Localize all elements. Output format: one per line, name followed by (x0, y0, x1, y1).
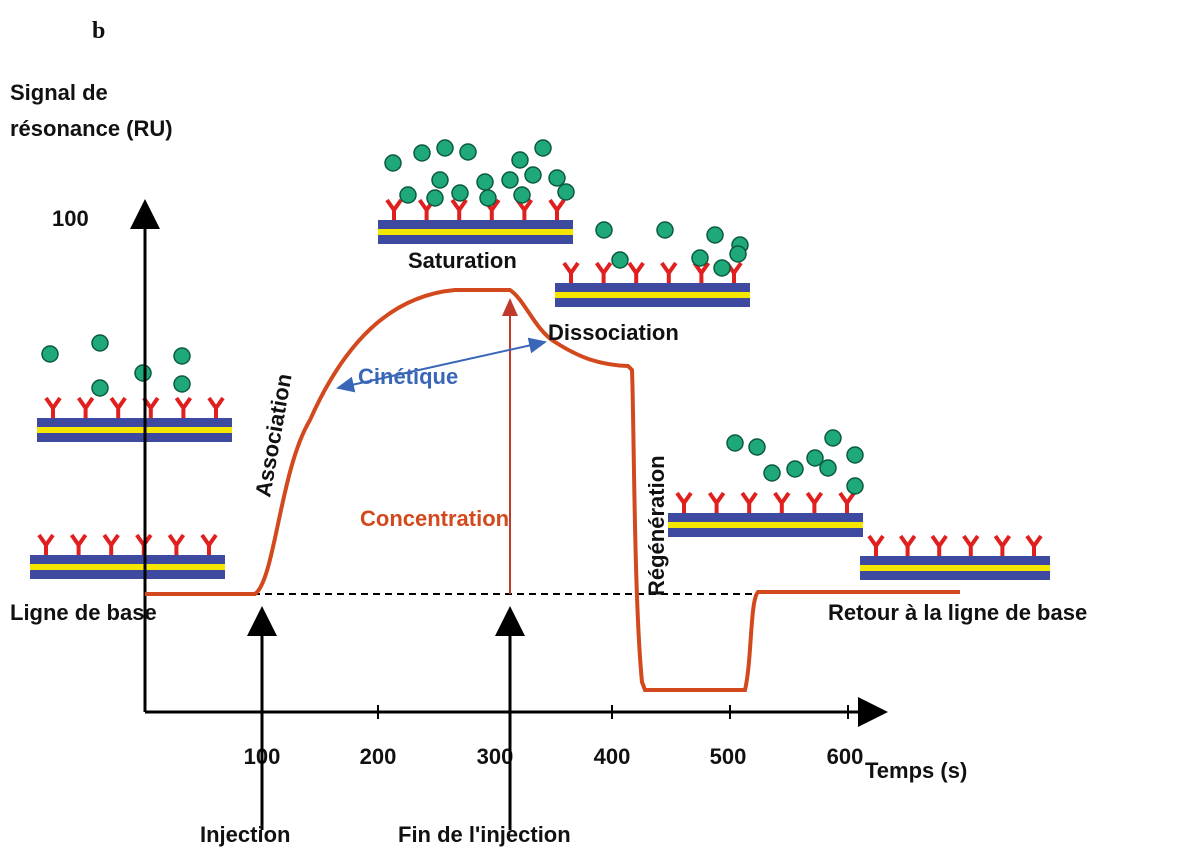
antibody (740, 491, 758, 513)
y-tick-label: 100 (52, 206, 89, 231)
y-axis-title: résonance (RU) (10, 116, 173, 141)
analyte (91, 379, 109, 397)
analyte (806, 449, 824, 467)
saturation-label: Saturation (408, 248, 517, 273)
antibody (37, 533, 55, 555)
antibody (1025, 534, 1043, 556)
x-tick-label: 500 (710, 744, 747, 769)
analyte (451, 184, 469, 202)
analyte (524, 166, 542, 184)
antibody (200, 533, 218, 555)
analyte (763, 464, 781, 482)
antibody (660, 261, 678, 283)
analyte (656, 221, 674, 239)
chip-gold (668, 522, 863, 528)
analyte (819, 459, 837, 477)
analyte (846, 446, 864, 464)
antibody (962, 534, 980, 556)
analyte (476, 173, 494, 191)
chip-gold (30, 564, 225, 570)
analyte (399, 186, 417, 204)
antibody (102, 533, 120, 555)
antibody (174, 396, 193, 418)
antibody (707, 491, 726, 513)
analyte (91, 334, 109, 352)
chip-gold (555, 292, 750, 298)
dissociation-label: Dissociation (548, 320, 679, 345)
analyte (846, 477, 864, 495)
x-tick-label: 200 (360, 744, 397, 769)
analyte (431, 171, 449, 189)
antibody (773, 491, 791, 513)
antibody (930, 534, 948, 556)
antibody (594, 261, 613, 283)
analyte (173, 375, 191, 393)
analyte (479, 189, 497, 207)
kinetics-label: Cinétique (358, 364, 458, 389)
antibody (627, 261, 645, 283)
antibody (692, 261, 711, 283)
analyte (691, 249, 709, 267)
x-tick-label: 600 (827, 744, 864, 769)
antibody (548, 198, 566, 220)
analyte (706, 226, 724, 244)
analyte (426, 189, 444, 207)
analyte (173, 347, 191, 365)
antibody (69, 533, 88, 555)
antibody (167, 533, 186, 555)
analyte (413, 144, 431, 162)
antibody (207, 396, 225, 418)
baseline-label: Ligne de base (10, 600, 157, 625)
sensor-chips (30, 139, 1050, 580)
analyte (557, 183, 575, 201)
analyte (786, 460, 804, 478)
analyte (748, 438, 766, 456)
antibody (76, 396, 95, 418)
x-tick-label: 300 (477, 744, 514, 769)
analyte (726, 434, 744, 452)
analyte (713, 259, 731, 277)
chip-gold (37, 427, 232, 433)
analyte (384, 154, 402, 172)
antibody (675, 491, 693, 513)
end-injection-label: Fin de l'injection (398, 822, 571, 847)
y-axis-title: Signal de (10, 80, 108, 105)
return-label: Retour à la ligne de base (828, 600, 1087, 625)
antibody (993, 534, 1012, 556)
analyte (41, 345, 59, 363)
sensorgram-curve (145, 288, 960, 692)
analyte (436, 139, 454, 157)
analyte (548, 169, 566, 187)
analyte (611, 251, 629, 269)
chip-gold (378, 229, 573, 235)
regeneration-label: Régénération (644, 455, 669, 596)
chip-gold (860, 565, 1050, 571)
analyte (824, 429, 842, 447)
x-axis-title: Temps (s) (865, 758, 967, 783)
antibody (898, 534, 917, 556)
antibody (562, 261, 580, 283)
antibody (109, 396, 127, 418)
antibody (838, 491, 856, 513)
kinetics-arrow (336, 337, 547, 393)
analyte (729, 245, 747, 263)
x-tick-label: 400 (594, 744, 631, 769)
analyte (513, 186, 531, 204)
analyte (501, 171, 519, 189)
analyte (459, 143, 477, 161)
analyte (534, 139, 552, 157)
antibody (385, 198, 403, 220)
antibody (450, 198, 468, 220)
antibody (44, 396, 62, 418)
analyte (595, 221, 613, 239)
analyte (134, 364, 152, 382)
analyte (511, 151, 529, 169)
injection-label: Injection (200, 822, 290, 847)
antibody (867, 534, 885, 556)
antibody (805, 491, 824, 513)
concentration-label: Concentration (360, 506, 509, 531)
panel-label: b (92, 18, 105, 44)
